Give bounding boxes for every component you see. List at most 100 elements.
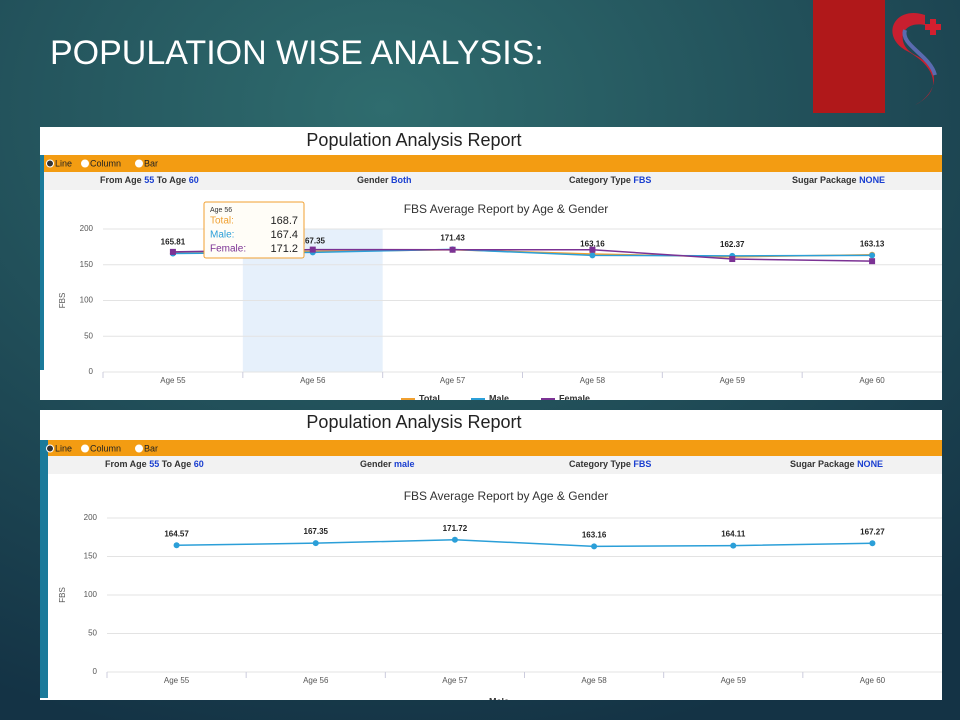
point (449, 246, 456, 253)
data-label: 167.27 (860, 527, 885, 536)
report-title: Population Analysis Report (306, 412, 521, 432)
radio[interactable] (46, 159, 54, 168)
legend-label[interactable]: Male (489, 393, 509, 403)
option-label: Line (55, 443, 72, 453)
x-tick-label: Age 59 (721, 676, 747, 685)
data-label: 167.35 (304, 527, 329, 536)
filter: From Age 55 To Age 60 (100, 175, 199, 185)
left-stripe (40, 155, 44, 370)
x-tick-label: Age 56 (303, 676, 329, 685)
filter: Sugar Package NONE (792, 175, 885, 185)
y-tick-label: 150 (80, 260, 94, 269)
option-label: Line (55, 158, 72, 168)
point[interactable] (730, 542, 737, 549)
x-tick-label: Age 59 (720, 376, 746, 385)
filter-value: 55 (144, 175, 154, 185)
filter-label: To Age (157, 175, 187, 185)
point[interactable] (451, 536, 458, 543)
x-tick-label: Age 57 (440, 376, 466, 385)
data-label: 163.13 (860, 239, 885, 248)
filter-label: Sugar Package (790, 459, 855, 469)
filter: Category Type FBS (569, 459, 651, 469)
option-label: Bar (144, 443, 158, 453)
tooltip (203, 201, 305, 259)
x-tick-label: Age 57 (442, 676, 468, 685)
tooltip-label: Total: (210, 216, 234, 227)
chart-title: FBS Average Report by Age & Gender (404, 489, 609, 503)
filter-label: Category Type (569, 459, 631, 469)
option-label: Column (90, 443, 121, 453)
data-label: 163.16 (582, 530, 607, 539)
x-tick-label: Age 60 (859, 376, 885, 385)
point[interactable] (173, 542, 180, 549)
data-label: 167.35 (301, 236, 326, 245)
series-line (176, 539, 873, 548)
filter-value: Both (391, 175, 412, 185)
tooltip-value: 167.4 (270, 229, 298, 241)
radio[interactable] (81, 159, 89, 168)
point (589, 246, 596, 253)
y-tick-label: 100 (84, 590, 98, 599)
filter-value: NONE (857, 459, 883, 469)
y-tick-label: 150 (84, 552, 98, 561)
report-title: Population Analysis Report (306, 130, 521, 150)
y-tick-label: 0 (89, 367, 94, 376)
point (169, 248, 176, 255)
legend-label[interactable]: Total (419, 393, 440, 403)
filter-label: Gender (360, 459, 392, 469)
y-axis-label: FBS (58, 293, 67, 309)
filter: Sugar Package NONE (790, 459, 883, 469)
filter: Category Type FBS (569, 175, 651, 185)
x-tick-label: Age 58 (581, 676, 607, 685)
radio[interactable] (46, 444, 54, 453)
tooltip-value: 168.7 (270, 215, 298, 227)
filter-value: FBS (633, 175, 651, 185)
filter-value: 60 (189, 175, 199, 185)
chart-title: FBS Average Report by Age & Gender (404, 202, 609, 216)
radio[interactable] (135, 444, 143, 453)
filter-label: Gender (357, 175, 389, 185)
y-axis-label: FBS (58, 587, 67, 603)
y-tick-label: 0 (93, 667, 98, 676)
options-bar (40, 155, 942, 172)
point[interactable] (869, 252, 876, 259)
tooltip-title: Age 56 (210, 207, 232, 214)
filter-bar (40, 172, 942, 190)
filter-value: 55 (149, 459, 159, 469)
data-label: 171.72 (443, 524, 468, 533)
point (729, 256, 736, 263)
filter-label: Sugar Package (792, 175, 857, 185)
x-tick-label: Age 56 (300, 376, 326, 385)
report-panel: Population Analysis Report Line Column Bar F… (40, 410, 942, 706)
point[interactable] (589, 252, 596, 259)
y-tick-label: 50 (84, 331, 93, 340)
filter-value: NONE (859, 175, 885, 185)
data-label: 165.81 (161, 238, 186, 247)
legend-label[interactable]: Male (489, 696, 509, 706)
point (309, 246, 316, 253)
filter-label: From Age (105, 459, 147, 469)
tooltip-value: 171.2 (270, 243, 298, 255)
filter-label: Category Type (569, 175, 631, 185)
y-tick-label: 100 (80, 296, 94, 305)
legend-label[interactable]: Female (559, 393, 590, 403)
radio[interactable] (81, 444, 89, 453)
filter-label: From Age (100, 175, 142, 185)
data-label: 164.11 (721, 530, 746, 539)
radio[interactable] (135, 159, 143, 168)
point[interactable] (869, 540, 876, 547)
point[interactable] (312, 540, 319, 547)
slide-title: POPULATION WISE ANALYSIS: (50, 34, 544, 72)
filter: From Age 55 To Age 60 (105, 459, 204, 469)
filter: Gender Both (357, 175, 412, 185)
x-tick-label: Age 55 (160, 376, 186, 385)
left-stripe (40, 440, 48, 698)
x-tick-label: Age 55 (164, 676, 190, 685)
x-tick-label: Age 60 (860, 676, 886, 685)
option-label: Bar (144, 158, 158, 168)
y-tick-label: 200 (84, 513, 98, 522)
point[interactable] (591, 543, 598, 550)
filter-value: 60 (194, 459, 204, 469)
